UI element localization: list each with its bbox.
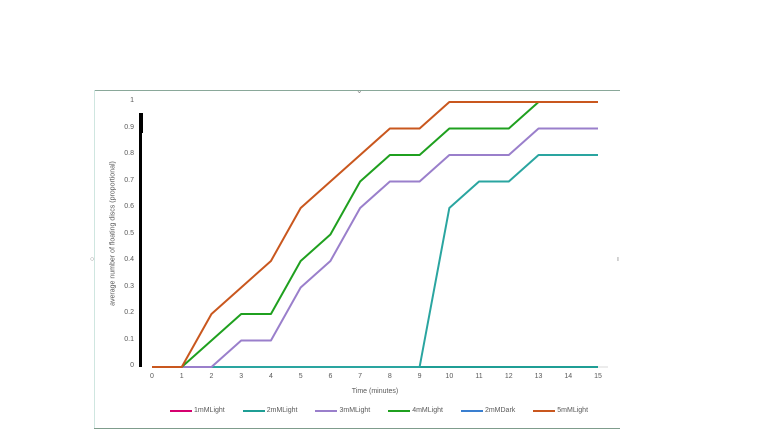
- legend-label: 5mMLight: [557, 407, 589, 414]
- y-tick-label: 0.1: [124, 335, 134, 343]
- y-tick-label: 0.6: [124, 203, 134, 210]
- legend-item: 5mMLight: [533, 407, 588, 414]
- x-tick-label: 10: [445, 373, 454, 380]
- resize-handle-right[interactable]: ı: [617, 256, 619, 263]
- legend-label: 3mMLight: [339, 407, 371, 414]
- x-tick-label: 2: [209, 373, 214, 380]
- y-tick-label: 0.3: [124, 282, 134, 290]
- x-axis-title: Time (minutes): [351, 388, 399, 395]
- legend-item: 3mMLight: [315, 407, 370, 414]
- legend-swatch: [242, 409, 265, 412]
- x-tick-label: 6: [328, 373, 333, 380]
- y-tick-label: 0.5: [124, 229, 134, 237]
- y-tick-label: 0.9: [124, 123, 134, 131]
- legend-item: 2mMLight: [242, 407, 298, 414]
- legend-swatch: [315, 409, 338, 412]
- legend-item: 1mMLight: [170, 407, 225, 414]
- legend-swatch: [460, 409, 483, 412]
- legend-label: 2mMLight: [266, 407, 298, 414]
- x-tick-label: 15: [594, 373, 602, 380]
- legend-label: 1mMLight: [194, 407, 225, 414]
- series-line-3mMLight: [152, 127, 598, 368]
- legend-swatch: [533, 409, 556, 412]
- chart-legend: 1mMLight 2mMLight 3mMLight 4mMLight 2mMDark 5…: [170, 407, 588, 414]
- chart-border-top: [94, 90, 620, 91]
- x-tick-label: 8: [387, 373, 392, 380]
- chart-border-bottom: [94, 428, 620, 429]
- x-tick-label: 9: [417, 373, 422, 380]
- x-tick-label: 4: [268, 373, 273, 380]
- legend-label: 4mMLight: [412, 407, 443, 414]
- y-tick-label: 0.2: [124, 309, 134, 316]
- y-tick-label: 0.8: [124, 150, 134, 157]
- y-tick-label: 0.7: [124, 176, 134, 184]
- legend-item: 2mMDark: [460, 407, 516, 414]
- x-tick-label: 12: [504, 373, 513, 380]
- series-line-5mMLight: [152, 101, 598, 368]
- y-axis-bar: [139, 113, 142, 367]
- x-tick-label: 0: [150, 373, 154, 380]
- x-tick-label: 13: [534, 373, 543, 380]
- y-axis-bar-top: [139, 113, 143, 133]
- y-tick-label: 0: [130, 362, 134, 369]
- x-tick-label: 5: [298, 373, 303, 380]
- legend-label: 2mMDark: [484, 407, 516, 414]
- x-tick-label: 11: [475, 373, 483, 380]
- series-line-4mMLight: [152, 101, 598, 368]
- legend-item: 4mMLight: [388, 407, 443, 414]
- legend-swatch: [170, 409, 192, 412]
- x-tick-label: 7: [358, 373, 363, 380]
- y-tick-label: 0.4: [124, 256, 134, 263]
- series-line-2mMDark: [152, 154, 598, 368]
- chart-border-left: [94, 90, 95, 428]
- x-tick-label: 14: [564, 373, 573, 380]
- resize-handle-left[interactable]: ○: [90, 256, 95, 263]
- y-tick-label: 1: [130, 97, 134, 104]
- legend-swatch: [388, 409, 411, 412]
- x-tick-label: 1: [179, 373, 184, 380]
- x-tick-label: 3: [239, 373, 244, 380]
